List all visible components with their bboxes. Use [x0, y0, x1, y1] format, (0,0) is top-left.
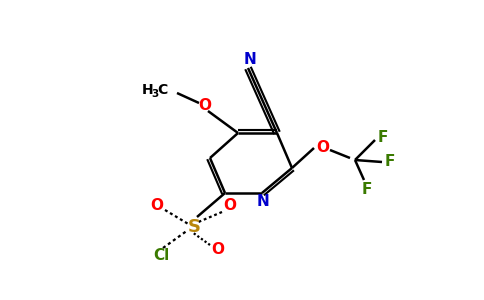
Text: O: O	[198, 98, 212, 112]
Text: N: N	[243, 52, 257, 67]
Text: N: N	[257, 194, 270, 208]
Text: O: O	[317, 140, 330, 154]
Text: F: F	[362, 182, 372, 196]
Text: F: F	[378, 130, 388, 145]
Text: Cl: Cl	[153, 248, 169, 263]
Text: 3: 3	[151, 89, 159, 99]
Text: O: O	[212, 242, 225, 257]
Text: F: F	[385, 154, 395, 169]
Text: O: O	[151, 197, 164, 212]
Text: O: O	[224, 199, 237, 214]
Text: S: S	[187, 218, 200, 236]
Text: H: H	[142, 83, 154, 97]
Text: C: C	[157, 83, 167, 97]
